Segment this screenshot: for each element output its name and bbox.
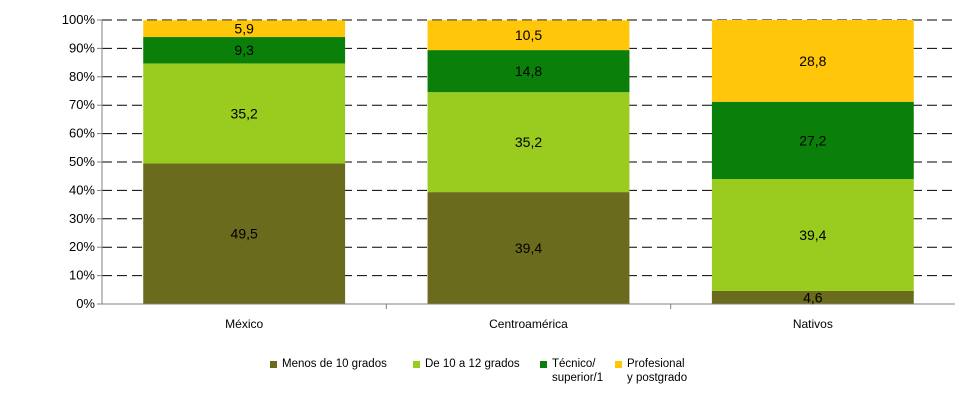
bar-segment [143,20,346,38]
legend-label: Menos de 10 grados [282,358,387,370]
data-label: 35,2 [515,134,542,150]
category-label: Centroamérica [489,317,568,331]
data-label: 39,4 [515,240,542,256]
x-tick-labels: México Centroamérica Nativos [225,317,833,331]
bar-segment [143,37,346,64]
bar-segment [143,63,346,164]
data-label: 28,8 [799,53,826,69]
y-tick-label: 70% [69,97,95,112]
data-label: 5,9 [234,21,254,37]
data-label: 14,8 [515,63,542,79]
data-label: 10,5 [515,27,542,43]
legend-swatch [540,361,547,368]
y-tick-label: 30% [69,211,95,226]
y-tick-labels: 0% 10% 20% 30% 40% 50% 60% 70% 80% 90% 100% [62,12,96,311]
data-label: 49,5 [231,226,258,242]
legend-item: De 10 a 12 grados [413,357,520,371]
bar-segment [143,163,346,304]
bar-segment [711,101,914,180]
legend-label: De 10 a 12 grados [425,358,520,370]
y-tick-label: 20% [69,239,95,254]
y-tick-label: 60% [69,126,95,141]
legend-label: Técnico/ superior/1 [552,358,604,384]
axes [101,20,955,305]
y-tick-label: 50% [69,154,95,169]
y-tick-label: 80% [69,69,95,84]
y-tick-label: 40% [69,182,95,197]
legend-item: Profesional y postgrado [615,357,687,385]
data-label: 27,2 [799,132,826,148]
legend-swatch [413,361,420,368]
bar-segment [427,92,630,193]
legend-swatch [270,361,277,368]
legend: Menos de 10 grados De 10 a 12 grados Técni… [270,357,720,397]
legend-item: Técnico/ superior/1 [540,357,603,385]
stacked-bar-chart: 0% 10% 20% 30% 40% 50% 60% 70% 80% 90% 100% México… [62,12,955,331]
bar-segment [427,20,630,51]
data-label: 9,3 [234,42,254,58]
data-label: 4,6 [803,289,823,305]
category-label: Nativos [793,317,833,331]
bar-segment [711,290,914,304]
data-label: 35,2 [231,105,258,121]
bar-segment [711,20,914,102]
bars [143,20,914,304]
legend-swatch [615,361,622,368]
y-tick-label: 100% [62,12,96,27]
y-tick-label: 10% [69,268,95,283]
bar-segment [427,50,630,93]
data-label: 39,4 [799,227,826,243]
bar-segment [427,192,630,304]
bar-segment [711,179,914,291]
y-tick-label: 0% [76,296,95,311]
y-tick-label: 90% [69,40,95,55]
legend-item: Menos de 10 grados [270,357,387,371]
category-label: México [225,317,263,331]
legend-label: Profesional y postgrado [627,358,688,384]
data-labels: 49,5 35,2 9,3 5,9 39,4 35,2 14,8 10,5 4,6 39,4 27,… [231,21,827,306]
